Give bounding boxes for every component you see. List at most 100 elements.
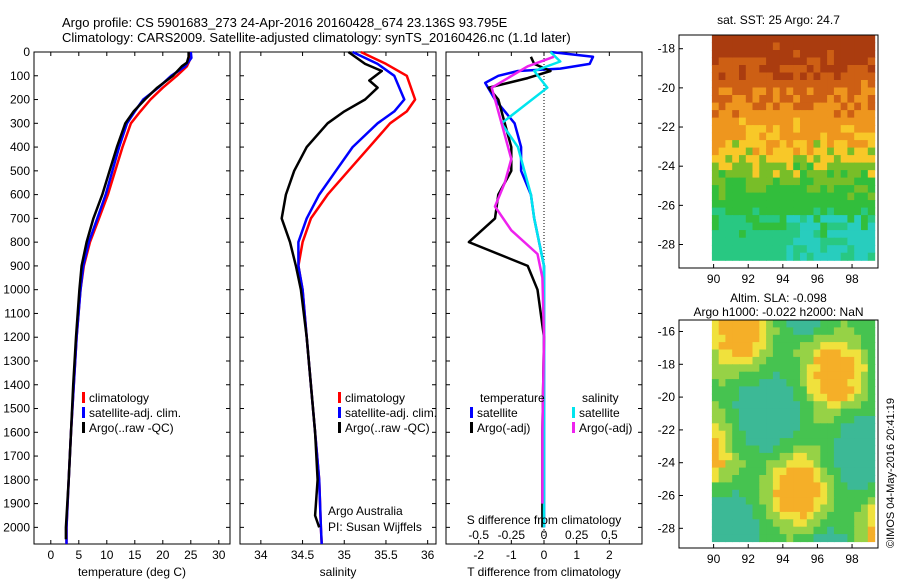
map-cell <box>833 177 842 186</box>
map-cell <box>861 110 869 119</box>
map-cell <box>745 80 754 89</box>
map-cell <box>752 72 760 81</box>
map-cell <box>732 497 740 506</box>
map-cell <box>806 430 815 439</box>
map-cell <box>867 50 876 59</box>
legend-swatch <box>338 407 341 418</box>
map-cell <box>806 423 815 432</box>
map-cell <box>766 252 774 261</box>
map-cell <box>820 237 828 246</box>
map-cell <box>840 230 849 239</box>
map-cell <box>766 230 774 239</box>
map-cell <box>732 401 740 410</box>
map-cell <box>786 497 794 506</box>
map-cell <box>745 110 754 119</box>
map-cell <box>772 110 781 119</box>
map-cell <box>847 230 855 239</box>
map-cell <box>800 371 808 380</box>
map-cell <box>766 42 774 51</box>
map-cell <box>813 371 821 380</box>
map-cell <box>867 110 876 119</box>
map-cell <box>752 482 760 491</box>
map-cell <box>772 467 781 476</box>
map-cell <box>847 438 855 447</box>
map-cell <box>854 438 862 447</box>
map-cell <box>766 80 774 89</box>
map-cell <box>766 371 774 380</box>
map-cell <box>786 519 794 528</box>
series-line <box>467 56 552 528</box>
map-cell <box>833 423 842 432</box>
map-cell <box>718 475 727 483</box>
map-cell <box>847 200 855 209</box>
map-cell <box>752 110 760 119</box>
map-cell <box>718 356 727 365</box>
map-cell <box>793 497 801 506</box>
map-cell <box>827 207 835 216</box>
map-cell <box>732 393 740 402</box>
map-cell <box>732 371 740 380</box>
map-cell <box>718 102 727 111</box>
map-cell <box>847 467 855 476</box>
map-cell <box>833 386 842 395</box>
map-cell <box>739 237 747 246</box>
map-cell <box>732 42 740 51</box>
map-cell <box>779 192 788 201</box>
map-cell <box>867 467 876 476</box>
map-cell <box>732 334 740 343</box>
map-cell <box>813 401 821 410</box>
map-cell <box>806 222 815 231</box>
map-title: sat. SST: 25 Argo: 24.7 <box>717 13 840 27</box>
map-cell <box>867 200 876 209</box>
map-cell <box>759 42 767 51</box>
map-cell <box>711 35 720 44</box>
map-cell <box>800 467 808 476</box>
map-cell <box>820 147 828 156</box>
map-cell <box>766 438 774 447</box>
legend-swatch <box>82 392 85 403</box>
map-cell <box>847 519 855 528</box>
map-cell <box>725 534 733 543</box>
map-cell <box>745 132 754 141</box>
map-cell <box>806 230 815 239</box>
map-cell <box>827 192 835 201</box>
map-cell <box>800 423 808 432</box>
map-cell <box>732 349 740 358</box>
map-cell <box>772 460 781 469</box>
map-cell <box>711 207 720 216</box>
map-cell <box>779 110 788 119</box>
map-cell <box>718 504 727 513</box>
y-tick-label: 1400 <box>3 378 30 392</box>
map-cell <box>861 504 869 513</box>
map-cell <box>766 423 774 432</box>
map-cell <box>867 349 876 358</box>
map-cell <box>752 65 760 74</box>
map-cell <box>847 356 855 365</box>
map-cell <box>833 35 842 44</box>
map-cell <box>861 72 869 81</box>
map-cell <box>820 475 828 483</box>
map-cell <box>739 416 747 424</box>
x-tick-label: 90 <box>707 272 721 286</box>
map-cell <box>725 334 733 343</box>
map-cell <box>813 132 821 141</box>
map-cell <box>745 386 754 395</box>
map-cell <box>867 72 876 81</box>
map-cell <box>847 87 855 96</box>
map-cell <box>806 320 815 328</box>
map-cell <box>867 102 876 111</box>
map-cell <box>779 423 788 432</box>
map-cell <box>813 504 821 513</box>
map-cell <box>752 416 760 424</box>
map-cell <box>827 342 835 351</box>
map-cell <box>820 132 828 141</box>
map-cell <box>854 408 862 417</box>
map-cell <box>745 438 754 447</box>
map-cell <box>820 497 828 506</box>
map-cell <box>779 252 788 261</box>
map-cell <box>840 386 849 395</box>
map-cell <box>752 342 760 351</box>
map-cell <box>779 230 788 239</box>
map-cell <box>772 408 781 417</box>
map-title: Altim. SLA: -0.098 <box>730 291 827 305</box>
